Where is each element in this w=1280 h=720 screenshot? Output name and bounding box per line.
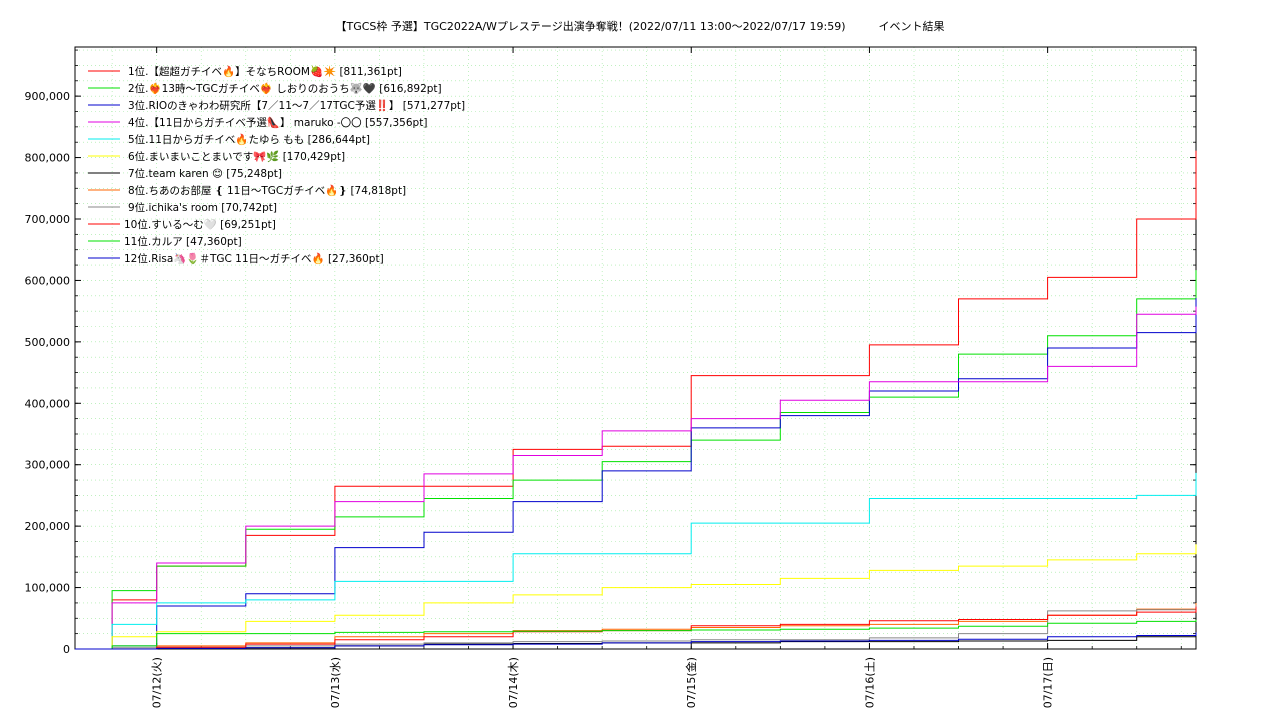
x-tick-label: 07/14(木) [507,657,520,708]
legend-entry-2: 2位.❤️‍🔥13時〜TGCガチイベ❤️‍🔥 しおりのおうち🐺🖤 [616,89… [128,82,442,95]
y-tick-label: 300,000 [25,459,71,472]
legend-entry-3: 3位.RIOのきゃわわ研究所【7／11〜7／17TGC予選‼️】 [571,27… [128,99,465,112]
y-tick-label: 0 [63,643,70,656]
series-line-3 [75,298,1197,650]
x-tick-label: 07/17(日) [1042,657,1055,708]
plot-frame [74,46,1197,650]
y-tick-label: 200,000 [25,520,71,533]
legend-entry-7: 7位.team karen 😊 [75,248pt] [128,167,282,180]
legend-entry-6: 6位.まいまいことまいです🎀🌿 [170,429pt] [128,150,345,163]
y-tick-label: 400,000 [25,397,71,410]
series-line-4 [75,306,1197,650]
legend-entry-12: 12位.Risa🦄🌷＃TGC 11日〜ガチイベ🔥 [27,360pt] [124,252,384,265]
y-tick-label: 700,000 [25,213,71,226]
x-tick-label: 07/15(金) [684,657,698,708]
y-tick-label: 800,000 [25,152,71,165]
series-line-5 [75,472,1197,650]
legend-entry-10: 10位.すいる〜む🤍 [69,251pt] [124,218,276,231]
y-tick-label: 900,000 [25,90,71,103]
y-tick-label: 600,000 [25,274,71,287]
x-tick-label: 07/16(土) [863,657,876,708]
chart-title: 【TGCS枠 予選】TGC2022A/Wプレステージ出演争奪戦！(2022/07… [335,20,945,33]
legend-entry-5: 5位.11日からガチイベ🔥たゆら もも [286,644pt] [128,133,370,146]
legend-entry-9: 9位.ichika's room [70,742pt] [128,201,277,214]
x-tick-label: 07/13(水) [329,657,342,708]
series-line-6 [75,544,1197,650]
series-line-2 [75,270,1197,650]
series-line-12 [75,632,1197,650]
y-tick-label: 500,000 [25,336,71,349]
y-tick-label: 100,000 [25,582,71,595]
legend-entry-4: 4位.【11日からガチイベ予選👠】 maruko -〇〇 [557,356pt] [128,116,427,129]
legend-entry-8: 8位.ちあのお部屋 ❴ 11日〜TGCガチイベ🔥❵ [74,818pt] [128,184,406,197]
x-tick-label: 07/12(火) [151,657,164,708]
legend-entry-1: 1位.【超超ガチイベ🔥】そなちROOM🍓✴️ [811,361pt] [128,65,402,78]
legend-entry-11: 11位.カルア [47,360pt] [124,235,242,248]
series-line-11 [75,619,1197,650]
